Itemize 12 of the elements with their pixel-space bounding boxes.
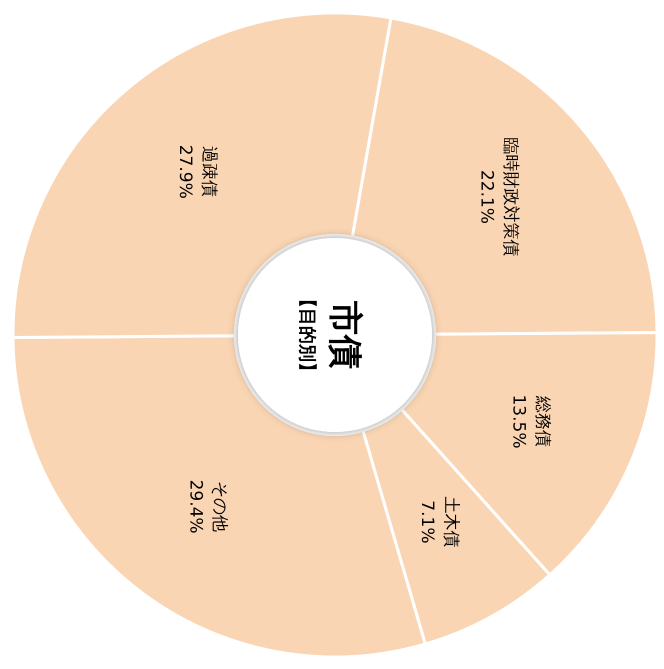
data-label: 22.1% — [476, 170, 496, 224]
slice-label: 土木債 — [440, 496, 461, 548]
data-label: 7.1% — [416, 500, 437, 544]
text: 市債 — [325, 300, 365, 369]
text: 【目的別】 — [296, 290, 318, 380]
slice-label: 臨時財政対策債 — [500, 137, 520, 256]
data-label: 27.9% — [174, 144, 195, 199]
data-label: 29.4% — [185, 480, 206, 534]
slice-label: 過疎債 — [198, 146, 219, 198]
slice-label: その他 — [209, 481, 230, 532]
slice-label: 総務債 — [532, 394, 553, 447]
data-label: 13.5% — [508, 394, 529, 448]
